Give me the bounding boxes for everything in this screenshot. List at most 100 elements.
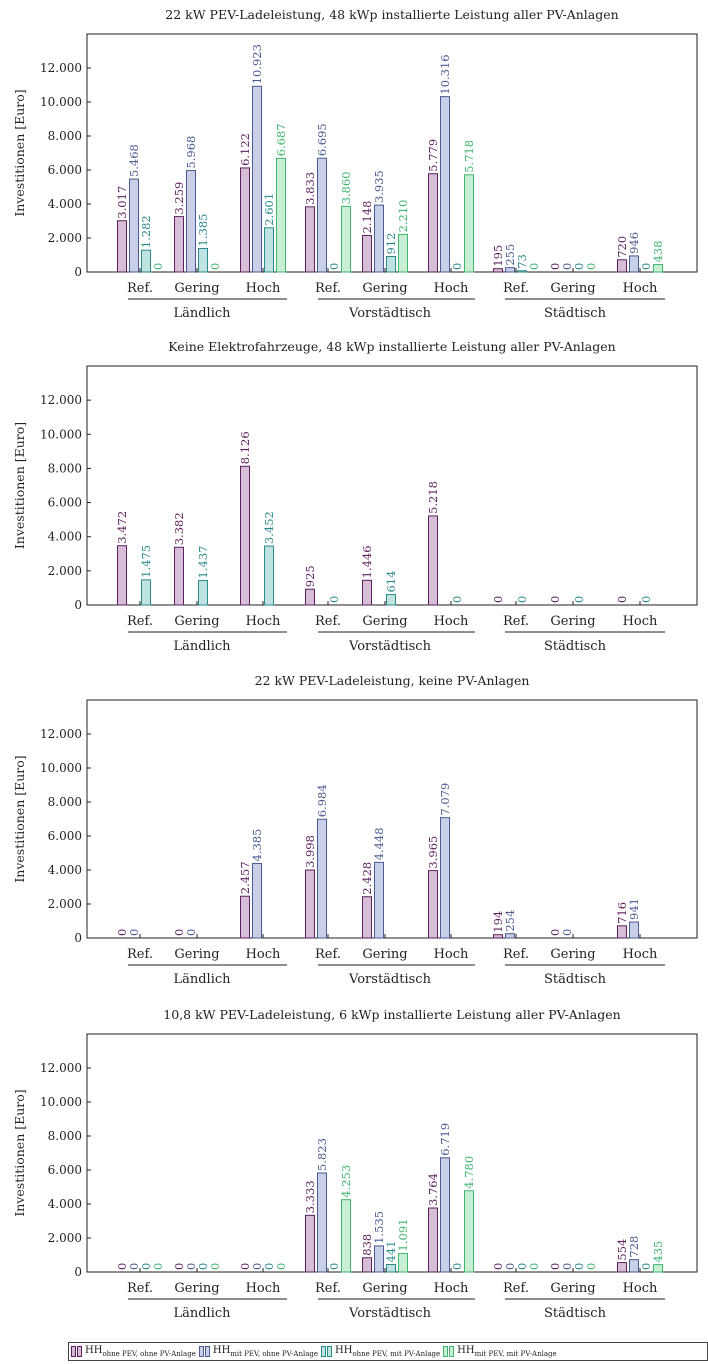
legend-label-subscript: ohne PEV, ohne PV-Anlage <box>102 1350 196 1358</box>
bar-value-label: 0 <box>527 1263 541 1270</box>
bar <box>362 1257 372 1273</box>
y-tick-label: 0 <box>74 931 82 945</box>
bar <box>517 270 527 273</box>
chart-3: 22 kW PEV-Ladeleistung, keine PV-Anlagen… <box>12 673 698 987</box>
bar-value-label: 441 <box>384 1241 398 1263</box>
y-axis-label: Investitionen [Euro] <box>12 1089 27 1216</box>
bar-value-label: 3.998 <box>303 835 317 868</box>
legend-swatch <box>198 1346 211 1357</box>
bar-value-label: 0 <box>115 1263 129 1270</box>
legend-swatch <box>443 1346 455 1357</box>
group-label: Vorstädtisch <box>348 639 432 654</box>
bar <box>505 933 515 939</box>
x-tick-label: Ref. <box>315 281 341 296</box>
bar-value-label: 0 <box>527 263 541 270</box>
x-tick-label: Gering <box>362 947 407 962</box>
bar-value-label: 6.984 <box>315 784 329 817</box>
bar-value-label: 0 <box>262 1263 276 1270</box>
bar-value-label: 255 <box>503 244 517 266</box>
bar <box>129 178 139 273</box>
bar <box>362 896 372 939</box>
bar <box>440 1157 450 1273</box>
bar <box>629 921 639 939</box>
x-tick-label: Gering <box>174 614 219 629</box>
group-label: Städtisch <box>544 306 607 321</box>
bar-value-label: 0 <box>639 596 653 603</box>
bar <box>240 895 250 939</box>
y-tick-label: 2.000 <box>48 897 82 911</box>
legend-label: HHmit PEV, mit PV-Anlage <box>457 1345 556 1358</box>
bar-value-label: 2.428 <box>360 862 374 895</box>
chart-4: 10,8 kW PEV-Ladeleistung, 6 kWp installi… <box>12 1007 698 1321</box>
bar <box>141 579 151 606</box>
bar-value-label: 4.385 <box>250 829 264 862</box>
bar-value-label: 5.968 <box>184 136 198 169</box>
bar-value-label: 3.259 <box>172 182 186 215</box>
bar-value-label: 0 <box>572 596 586 603</box>
bar-value-label: 838 <box>360 1234 374 1256</box>
bar-value-label: 3.833 <box>303 172 317 205</box>
bar-value-label: 435 <box>651 1241 665 1263</box>
x-tick-label: Gering <box>362 1281 407 1296</box>
bar-value-label: 2.210 <box>396 199 410 232</box>
bar-value-label: 2.148 <box>360 201 374 234</box>
bar-value-label: 925 <box>303 565 317 587</box>
chart-title: 22 kW PEV-Ladeleistung, keine PV-Anlagen <box>255 673 530 688</box>
bar <box>305 869 315 939</box>
bar-value-label: 912 <box>384 233 398 255</box>
bar-value-label: 0 <box>560 1263 574 1270</box>
y-tick-label: 4.000 <box>48 530 82 544</box>
bar-value-label: 195 <box>491 245 505 267</box>
x-tick-label: Ref. <box>503 614 529 629</box>
group-label: Ländlich <box>173 306 231 321</box>
y-tick-label: 0 <box>74 598 82 612</box>
bar-value-label: 5.468 <box>127 144 141 177</box>
bar-value-label: 0 <box>560 929 574 936</box>
bar-value-label: 0 <box>560 263 574 270</box>
chart-title: 22 kW PEV-Ladeleistung, 48 kWp installie… <box>165 7 618 22</box>
y-tick-label: 12.000 <box>40 727 82 741</box>
x-tick-label: Gering <box>174 1281 219 1296</box>
bar-value-label: 0 <box>639 1263 653 1270</box>
legend: HHohne PEV, ohne PV-Anlage HHmit PEV, ohn… <box>68 1342 708 1361</box>
bar <box>617 259 627 273</box>
bar <box>362 234 372 273</box>
x-tick-label: Gering <box>550 1281 595 1296</box>
legend-label: HHohne PEV, mit PV-Anlage <box>335 1345 440 1358</box>
bar-value-label: 0 <box>274 1263 288 1270</box>
bar-value-label: 614 <box>384 571 398 593</box>
y-axis-label: Investitionen [Euro] <box>12 755 27 882</box>
bar-value-label: 728 <box>627 1236 641 1258</box>
group-label: Städtisch <box>544 639 607 654</box>
y-tick-label: 6.000 <box>48 163 82 177</box>
bar-value-label: 1.091 <box>396 1219 410 1252</box>
plot-frame <box>86 1033 698 1273</box>
bar <box>317 1172 327 1273</box>
bar <box>428 173 438 273</box>
bar-value-label: 0 <box>139 1263 153 1270</box>
y-tick-label: 10.000 <box>40 427 82 441</box>
x-tick-label: Ref. <box>315 1281 341 1296</box>
bar <box>240 167 250 273</box>
bar-value-label: 0 <box>615 596 629 603</box>
bar-value-label: 3.333 <box>303 1180 317 1213</box>
bar-value-label: 0 <box>491 1263 505 1270</box>
x-tick-label: Hoch <box>246 614 281 629</box>
chart-title: Keine Elektrofahrzeuge, 48 kWp installie… <box>168 339 615 354</box>
bar-value-label: 0 <box>548 1263 562 1270</box>
bar <box>398 233 408 273</box>
bar-value-label: 0 <box>584 263 598 270</box>
legend-label-subscript: ohne PEV, mit PV-Anlage <box>352 1350 441 1358</box>
bar <box>141 249 151 273</box>
bar-value-label: 0 <box>515 1263 529 1270</box>
bar-value-label: 3.017 <box>115 186 129 219</box>
x-tick-label: Ref. <box>127 614 153 629</box>
y-tick-label: 8.000 <box>48 795 82 809</box>
bar <box>464 1190 474 1273</box>
y-tick-label: 2.000 <box>48 1231 82 1245</box>
chart-2: Keine Elektrofahrzeuge, 48 kWp installie… <box>12 339 698 654</box>
bar-value-label: 8.126 <box>238 431 252 464</box>
y-tick-label: 8.000 <box>48 1129 82 1143</box>
x-tick-label: Ref. <box>127 281 153 296</box>
bar-value-label: 0 <box>450 596 464 603</box>
